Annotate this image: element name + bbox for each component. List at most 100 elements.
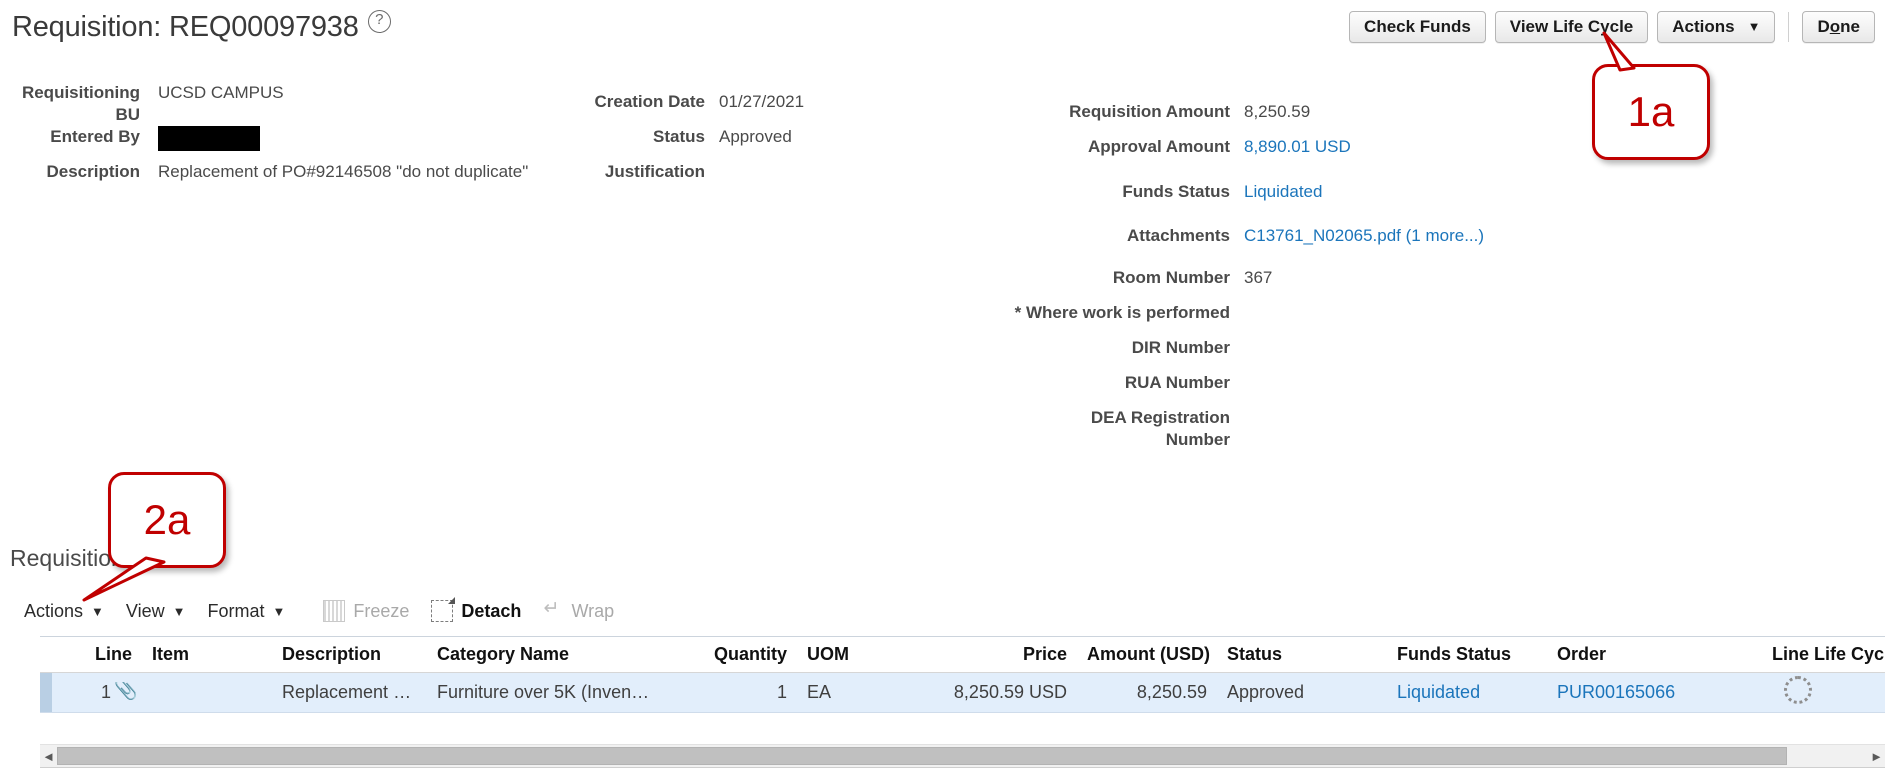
callout-2a-label: 2a (143, 496, 191, 543)
field-label: DEA Registration Number (1090, 408, 1230, 449)
cell-quantity: 1 (776, 682, 787, 702)
cell-status: Approved (1227, 682, 1305, 702)
field-value: 01/27/2021 (719, 92, 805, 111)
field-value: 367 (1244, 268, 1273, 287)
field-label: Requisitioning BU (21, 83, 140, 124)
cell-category-name: Furniture over 5K (Invent… (437, 682, 655, 702)
field-requisition-amount: Requisition Amount 8,250.59 (860, 101, 1760, 122)
cell-order[interactable]: PUR00165066 (1557, 682, 1676, 702)
field-where-work-is-performed: * Where work is performed (860, 302, 1760, 323)
field-attachments: Attachments C13761_N02065.pdf (1 more...… (860, 225, 1760, 246)
callout-1a-label: 1a (1627, 88, 1675, 135)
table-format-menu[interactable]: Format ▼ (207, 601, 285, 622)
table-view-menu[interactable]: View ▼ (126, 601, 186, 622)
cell-funds-status[interactable]: Liquidated (1397, 682, 1481, 702)
table-detach-button[interactable]: Detach (431, 597, 522, 622)
scrollbar-thumb[interactable] (57, 747, 1787, 765)
field-value-link[interactable]: 8,890.01 USD (1244, 137, 1351, 156)
cell-description: Replacement of … (282, 682, 427, 702)
column-header-status[interactable]: Status (1227, 644, 1283, 664)
page-title: Requisition: REQ00097938 (12, 9, 391, 44)
life-cycle-icon[interactable] (1784, 676, 1812, 704)
table-actions-menu[interactable]: Actions ▼ (24, 601, 104, 622)
table-wrap-button: Wrap (543, 597, 614, 622)
field-label-wrap: Requisition Amount (860, 101, 1230, 122)
column-header-description[interactable]: Description (282, 644, 382, 664)
column-header-line[interactable]: Line (94, 644, 132, 664)
actions-button[interactable]: Actions ▼ (1657, 11, 1776, 43)
cell-uom: EA (807, 682, 832, 702)
view-life-cycle-button[interactable]: View Life Cycle (1494, 11, 1649, 43)
wrap-icon (543, 597, 563, 621)
field-label: RUA Number (1124, 373, 1230, 392)
column-header-line-life-cycle[interactable]: Line Life Cycle (1772, 644, 1885, 664)
field-label: Description (46, 162, 140, 181)
field-description: Description Replacement of PO#92146508 "… (0, 161, 600, 182)
field-label: Creation Date (594, 92, 705, 111)
scroll-left-arrow[interactable]: ◄ (42, 748, 55, 764)
column-header-category-name[interactable]: Category Name (437, 644, 570, 664)
cell-price: 8,250.59 USD (953, 682, 1067, 702)
callout-2a: 2a (108, 472, 226, 568)
table-header-row: Line Item Description Category Name Quan… (40, 636, 1885, 673)
field-rua-number: RUA Number (860, 372, 1760, 393)
field-value-link[interactable]: Liquidated (1244, 182, 1323, 201)
done-label-mnemonic: o (1829, 17, 1841, 36)
field-value: Approved (719, 127, 792, 146)
field-entered-by: Entered By (0, 126, 600, 151)
field-dir-number: DIR Number (860, 337, 1760, 358)
field-creation-date: Creation Date 01/27/2021 (470, 91, 890, 112)
field-value: 8,250.59 (1244, 102, 1311, 121)
field-value-link[interactable]: C13761_N02065.pdf (1 more...) (1244, 226, 1485, 245)
table-view-label: View (125, 600, 165, 621)
check-funds-label: Check Funds (1364, 17, 1471, 36)
page-title-text: Requisition: REQ00097938 (12, 11, 359, 43)
header-button-group: Check Funds View Life Cycle Actions ▼ Don… (1349, 11, 1875, 43)
field-label: Approval Amount (1088, 137, 1230, 156)
chevron-down-icon: ▼ (272, 603, 286, 619)
paperclip-icon[interactable] (114, 682, 138, 702)
field-label: DIR Number (1131, 338, 1230, 357)
field-label: Attachments (1127, 226, 1230, 245)
row-selector[interactable] (40, 673, 52, 712)
done-button[interactable]: Done (1802, 11, 1875, 43)
actions-label: Actions (1672, 17, 1735, 36)
field-label: Entered By (50, 127, 140, 146)
page-header: Requisition: REQ00097938 Check Funds Vie… (0, 0, 1885, 60)
freeze-icon (323, 600, 346, 622)
table-horizontal-scrollbar[interactable]: ◄ ► (40, 744, 1885, 768)
callout-1a-tail (1602, 31, 1636, 72)
cell-line-value: 1 (100, 682, 111, 702)
field-requisitioning-bu: Requisitioning BU UCSD CAMPUS (0, 82, 600, 126)
field-value: Replacement of PO#92146508 "do not dupli… (158, 162, 529, 181)
field-room-number: Room Number 367 (860, 267, 1760, 288)
field-label: Status (653, 127, 705, 146)
check-funds-button[interactable]: Check Funds (1349, 11, 1486, 43)
requisition-lines-table: Line Item Description Category Name Quan… (40, 636, 1885, 713)
chevron-down-icon: ▼ (172, 603, 186, 619)
column-header-amount[interactable]: Amount (USD) (1087, 644, 1210, 664)
column-header-item[interactable]: Item (152, 644, 190, 664)
cell-amount: 8,250.59 (1136, 682, 1207, 702)
column-header-order[interactable]: Order (1557, 644, 1607, 664)
help-circle-icon[interactable] (367, 9, 391, 33)
button-divider (1788, 12, 1790, 42)
field-justification: Justification (470, 161, 890, 182)
column-header-funds-status[interactable]: Funds Status (1397, 644, 1512, 664)
column-header-uom[interactable]: UOM (807, 644, 849, 664)
column-header-quantity[interactable]: Quantity (713, 644, 787, 664)
table-row[interactable]: 1 Replacement of … Furniture over 5K (In… (40, 673, 1885, 713)
scroll-right-arrow[interactable]: ► (1870, 748, 1883, 764)
callout-1a: 1a (1592, 64, 1710, 160)
redaction-block (158, 126, 260, 151)
column-header-price[interactable]: Price (1022, 644, 1067, 664)
cell-line-life-cycle (1762, 676, 1885, 709)
field-value: UCSD CAMPUS (158, 83, 284, 102)
field-label: Requisition Amount (1069, 102, 1230, 121)
scrollbar-track[interactable] (57, 747, 1868, 765)
cell-line: 1 (52, 682, 142, 703)
table-actions-label: Actions (24, 600, 84, 621)
detach-icon (431, 597, 456, 622)
callout-2a-tail (82, 556, 166, 602)
table-detach-label: Detach (461, 600, 522, 621)
